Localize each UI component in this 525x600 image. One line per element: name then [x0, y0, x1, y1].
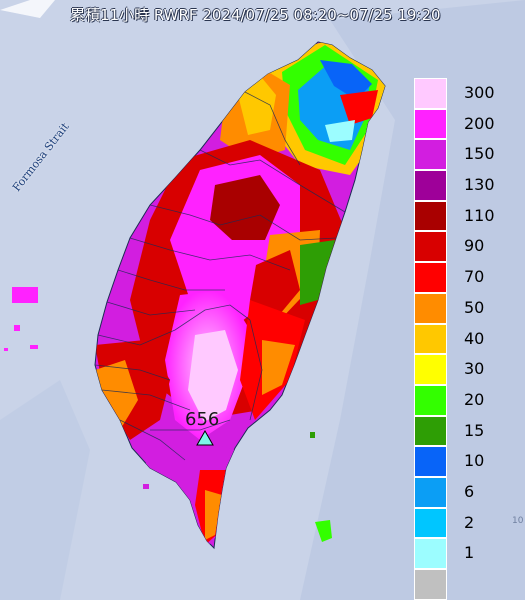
map-title: 累積11小時 RWRF 2024/07/25 08:20~07/25 19:20 [70, 6, 441, 24]
legend-row: 50 [414, 292, 514, 324]
legend-label: 40 [464, 328, 485, 348]
legend-row: 20 [414, 384, 514, 416]
legend-row: 6 [414, 476, 514, 508]
legend-label: 10 [464, 451, 485, 471]
legend-row: 110 [414, 200, 514, 232]
legend-swatch [414, 292, 447, 324]
legend-label: 150 [464, 144, 495, 164]
legend-swatch [414, 384, 447, 416]
legend-row: 90 [414, 231, 514, 263]
rainfall-legend: 300 200 150 130 110 90 70 50 40 30 20 15 10 6 2 1 [414, 78, 514, 600]
max-station-marker [196, 430, 214, 446]
legend-swatch [414, 200, 447, 232]
legend-label: 300 [464, 83, 495, 102]
legend-label: 90 [464, 236, 485, 256]
legend-label: 20 [464, 389, 485, 409]
legend-swatch [414, 415, 447, 447]
legend-swatch [414, 569, 447, 600]
max-rainfall-value: 656 [185, 409, 220, 430]
legend-swatch [414, 139, 447, 171]
legend-label: 15 [464, 420, 485, 440]
legend-label: 50 [464, 297, 485, 317]
legend-label: 110 [464, 205, 495, 225]
legend-row: 200 [414, 108, 514, 140]
legend-swatch [414, 262, 447, 293]
legend-row: 70 [414, 262, 514, 293]
legend-label: 30 [464, 359, 485, 379]
legend-swatch [414, 78, 447, 109]
legend-row: 10 [414, 446, 514, 477]
legend-row [414, 569, 514, 600]
legend-label: 130 [464, 175, 495, 195]
legend-swatch [414, 538, 447, 569]
taiwan-island [94, 41, 386, 550]
legend-row: 1 [414, 538, 514, 569]
legend-swatch [414, 108, 447, 140]
edge-label: 10 [512, 516, 524, 526]
legend-row: 40 [414, 323, 514, 355]
legend-label: 2 [464, 512, 475, 532]
offshore-echoes [0, 0, 332, 542]
legend-label: 70 [464, 267, 485, 287]
legend-row: 2 [414, 507, 514, 539]
legend-row: 15 [414, 415, 514, 447]
legend-swatch [414, 446, 447, 477]
legend-row: 30 [414, 354, 514, 385]
legend-row: 150 [414, 139, 514, 171]
legend-swatch [414, 323, 447, 355]
legend-swatch [414, 507, 447, 539]
legend-swatch [414, 476, 447, 508]
legend-label: 1 [464, 543, 475, 563]
legend-swatch [414, 170, 447, 201]
legend-swatch [414, 231, 447, 263]
legend-row: 300 [414, 78, 514, 109]
legend-label: 200 [464, 113, 495, 133]
legend-swatch [414, 354, 447, 385]
legend-row: 130 [414, 170, 514, 201]
legend-label: 6 [464, 481, 475, 501]
